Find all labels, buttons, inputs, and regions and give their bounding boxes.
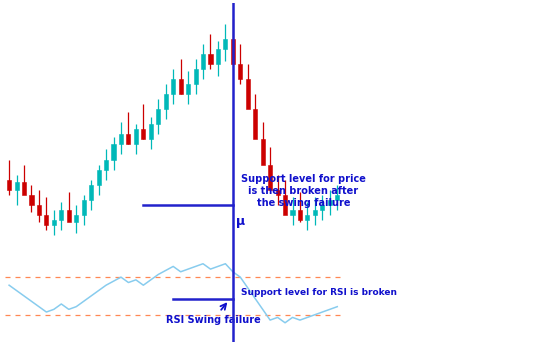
- Bar: [59, 210, 63, 220]
- Bar: [186, 84, 190, 94]
- Bar: [89, 185, 93, 200]
- Bar: [97, 170, 100, 185]
- Bar: [313, 210, 317, 215]
- Bar: [119, 134, 123, 145]
- Text: μ: μ: [236, 215, 245, 228]
- Text: Support level for price
is then broken after
the swing failure: Support level for price is then broken a…: [241, 175, 366, 208]
- Bar: [164, 94, 168, 109]
- Bar: [201, 54, 205, 69]
- Bar: [52, 220, 56, 225]
- Bar: [275, 190, 280, 195]
- Bar: [67, 210, 71, 223]
- Bar: [104, 159, 108, 170]
- Bar: [126, 134, 130, 145]
- Bar: [298, 210, 302, 220]
- Bar: [156, 109, 161, 124]
- Bar: [223, 39, 228, 49]
- Bar: [291, 210, 295, 215]
- Bar: [45, 215, 48, 225]
- Bar: [179, 79, 183, 94]
- Bar: [7, 180, 11, 190]
- Bar: [193, 69, 198, 84]
- Bar: [208, 54, 213, 64]
- Bar: [320, 205, 324, 210]
- Text: RSI Swing failure: RSI Swing failure: [166, 304, 260, 325]
- Bar: [283, 195, 287, 215]
- Bar: [149, 124, 153, 139]
- Bar: [231, 39, 235, 64]
- Bar: [134, 129, 138, 145]
- Bar: [30, 195, 33, 205]
- Text: Support level for RSI is broken: Support level for RSI is broken: [241, 288, 397, 297]
- Bar: [82, 200, 86, 215]
- Bar: [112, 145, 115, 159]
- Bar: [335, 195, 339, 200]
- Bar: [238, 64, 242, 79]
- Bar: [328, 200, 332, 205]
- Bar: [268, 165, 272, 190]
- Bar: [74, 215, 78, 223]
- Bar: [253, 109, 257, 139]
- Bar: [246, 79, 250, 109]
- Bar: [22, 182, 26, 195]
- Bar: [260, 139, 265, 165]
- Bar: [306, 215, 309, 220]
- Bar: [37, 205, 41, 215]
- Bar: [141, 129, 146, 139]
- Bar: [171, 79, 175, 94]
- Bar: [14, 182, 19, 190]
- Bar: [216, 49, 220, 64]
